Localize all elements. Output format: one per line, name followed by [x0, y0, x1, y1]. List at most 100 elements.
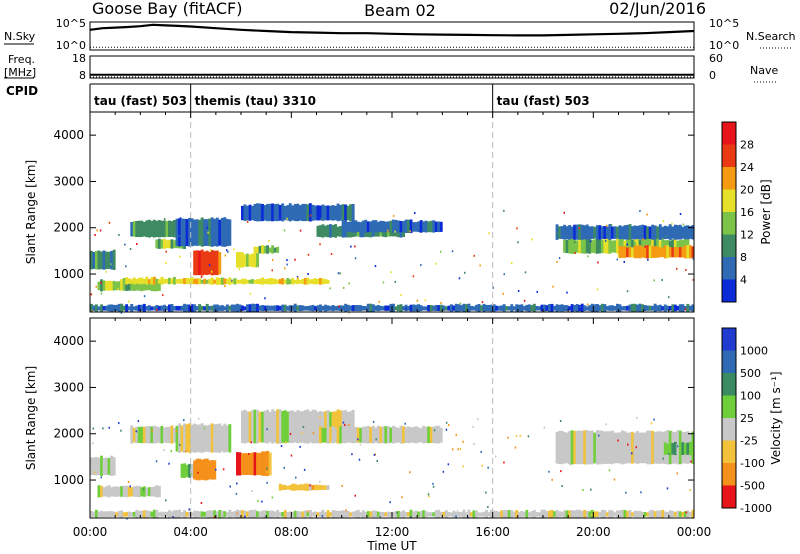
heatmap-cell	[185, 424, 189, 453]
heatmap-cell	[125, 277, 129, 285]
heatmap-cell	[621, 430, 624, 465]
heatmap-cell	[122, 278, 126, 284]
velocity-colorbar-label: Velocity [m s⁻¹]	[769, 371, 783, 464]
colorbar-tick-label: 8	[740, 251, 747, 264]
heatmap-speck	[129, 248, 132, 250]
heatmap-speck	[320, 217, 323, 220]
heatmap-speck	[125, 265, 127, 268]
heatmap-speck	[420, 264, 422, 267]
heatmap-speck	[523, 299, 526, 302]
heatmap-speck	[531, 238, 533, 241]
heatmap-cell	[301, 484, 305, 491]
heatmap-cell	[180, 305, 184, 311]
heatmap-speck	[301, 432, 303, 435]
heatmap-speck	[662, 457, 664, 460]
heatmap-speck	[668, 453, 670, 455]
heatmap-cell	[530, 305, 534, 311]
heatmap-cell	[613, 226, 617, 239]
heatmap-speck	[319, 415, 321, 418]
heatmap-cell	[444, 306, 448, 311]
heatmap-cell	[316, 484, 320, 491]
heatmap-cell	[689, 511, 692, 517]
heatmap-cell	[570, 510, 574, 518]
heatmap-cell	[311, 279, 315, 285]
heatmap-cell	[449, 512, 453, 517]
heatmap-cell	[112, 511, 116, 517]
heatmap-speck	[485, 491, 487, 494]
heatmap-cell	[256, 511, 259, 518]
heatmap-cell	[137, 277, 141, 285]
colorbar-swatch	[722, 440, 736, 464]
heatmap-cell	[329, 512, 332, 517]
heatmap-cell	[248, 510, 252, 518]
heatmap-speck	[387, 229, 389, 232]
heatmap-cell	[638, 510, 642, 518]
heatmap-cell	[633, 303, 637, 312]
heatmap-cell	[653, 246, 657, 258]
heatmap-cell	[520, 304, 524, 312]
heatmap-speck	[644, 245, 646, 248]
heatmap-speck	[262, 418, 264, 421]
heatmap-cell	[628, 510, 632, 518]
heatmap-cell	[628, 304, 632, 312]
heatmap-cell	[578, 304, 582, 312]
heatmap-cell	[585, 224, 589, 240]
colorbar-swatch	[722, 418, 736, 441]
heatmap-cell	[638, 303, 642, 312]
heatmap-speck	[227, 250, 229, 253]
heatmap-cell	[673, 224, 677, 240]
heatmap-cell	[165, 306, 169, 311]
heatmap-cell	[135, 485, 139, 497]
heatmap-cell	[246, 205, 249, 221]
heatmap-cell	[165, 426, 169, 443]
heatmap-speck	[439, 250, 442, 253]
heatmap-cell	[341, 427, 345, 443]
heatmap-cell	[683, 511, 687, 517]
freq-left-tick-top: 18	[72, 52, 86, 65]
heatmap-speck	[569, 463, 571, 466]
heatmap-cell	[558, 430, 561, 465]
heatmap-cell	[346, 411, 350, 443]
heatmap-cell	[147, 279, 151, 284]
heatmap-cell	[361, 426, 365, 444]
heatmap-cell	[190, 512, 194, 517]
heatmap-cell	[442, 511, 446, 517]
heatmap-cell	[142, 486, 146, 497]
heatmap-speck	[404, 422, 406, 425]
heatmap-cell	[590, 240, 594, 253]
colorbar-swatch	[722, 122, 736, 145]
heatmap-speck	[409, 471, 411, 474]
heatmap-cell	[293, 303, 297, 312]
heatmap-cell	[198, 278, 202, 285]
heatmap-cell	[170, 425, 174, 444]
heatmap-cell	[180, 425, 184, 452]
heatmap-cell	[429, 512, 433, 517]
heatmap-cell	[137, 304, 141, 312]
heatmap-cell	[296, 278, 300, 285]
heatmap-cell	[668, 442, 672, 455]
heatmap-cell	[321, 278, 325, 285]
heatmap-speck	[536, 290, 538, 293]
heatmap-speck	[405, 307, 407, 310]
heatmap-cell	[241, 278, 244, 285]
power-colorbar-label: Power [dB]	[759, 179, 773, 244]
heatmap-cell	[276, 203, 280, 222]
heatmap-cell	[376, 511, 380, 517]
heatmap-speck	[182, 234, 184, 237]
heatmap-cell	[95, 250, 98, 270]
heatmap-cell	[271, 510, 275, 518]
heatmap-cell	[95, 304, 98, 312]
heatmap-cell	[157, 279, 161, 284]
heatmap-cell	[301, 305, 305, 311]
heatmap-speck	[261, 500, 263, 503]
heatmap-cell	[621, 509, 624, 518]
heatmap-cell	[251, 253, 254, 267]
heatmap-speck	[295, 476, 297, 479]
heatmap-speck	[552, 285, 554, 288]
heatmap-cell	[261, 204, 264, 222]
heatmap-cell	[152, 509, 156, 518]
heatmap-cell	[351, 204, 355, 222]
heatmap-cell	[253, 452, 257, 476]
heatmap-cell	[364, 219, 368, 233]
heatmap-cell	[419, 428, 423, 443]
